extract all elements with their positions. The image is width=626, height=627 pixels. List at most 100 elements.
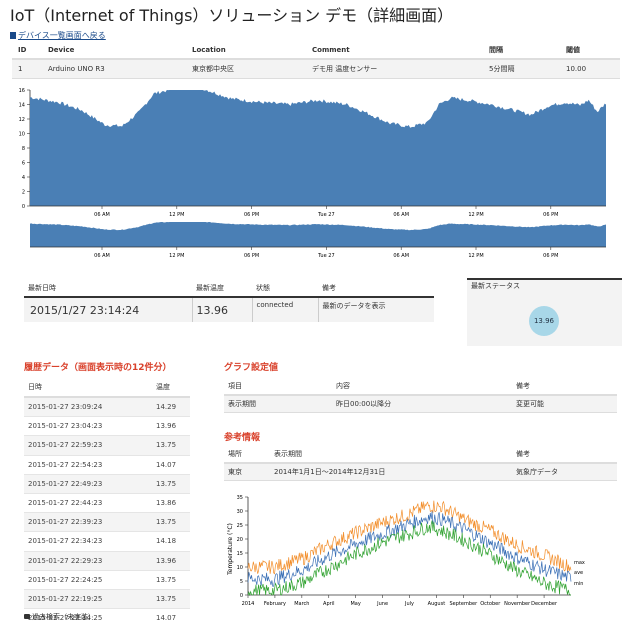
ref-x-tick-label: November xyxy=(504,601,531,607)
history-row: 2015-01-27 22:44:23 13.86 xyxy=(24,492,190,513)
cell: 昨日00:00以降分 xyxy=(332,395,512,413)
ref-header-period: 表示期間 xyxy=(270,446,512,464)
history-row: 2015-01-27 22:24:25 13.75 xyxy=(24,569,190,590)
cell: 1 xyxy=(12,59,42,79)
past-search-label: 過去検索（未実装） xyxy=(32,613,95,621)
history-temp: 13.96 xyxy=(152,416,190,436)
ref-x-tick-label: August xyxy=(428,601,446,607)
x-tick-label: 06 AM xyxy=(393,212,409,218)
ref-y-tick-label: 10 xyxy=(237,565,243,571)
ref-series-line-min xyxy=(247,520,571,597)
ref-header-place: 場所 xyxy=(224,446,270,464)
cell: 変更可能 xyxy=(512,395,617,413)
history-row: 2015-01-27 22:39:23 13.75 xyxy=(24,512,190,532)
binoculars-icon xyxy=(24,614,30,619)
nav-x-tick-label: 06 AM xyxy=(393,253,409,258)
ref-y-label: Temperature (°C) xyxy=(227,523,234,576)
history-temp: 13.75 xyxy=(152,473,190,494)
history-temp: 13.75 xyxy=(152,435,190,456)
history-temp: 14.18 xyxy=(152,531,190,551)
ref-x-tick-label: October xyxy=(480,601,501,607)
past-search-link[interactable]: 過去検索（未実装） xyxy=(24,612,95,622)
x-axis: 06 AM 12 PM 06 PM Tue 27 06 AM 12 PM 06 PM xyxy=(94,206,558,218)
history-temp: 14.29 xyxy=(152,396,190,417)
ref-x-tick-label: December xyxy=(531,601,558,607)
gs-header-content: 内容 xyxy=(332,378,512,396)
y-tick-label: 2 xyxy=(22,190,25,196)
ref-y-tick-label: 25 xyxy=(237,523,243,529)
latest-temperature: 13.96 xyxy=(192,297,253,322)
ref-x-tick-label: May xyxy=(350,601,360,607)
ref-y-axis: 0 5 10 15 20 25 30 35 xyxy=(237,495,248,599)
cell: 表示期間 xyxy=(224,395,332,413)
history-row: 2015-01-27 22:19:25 13.75 xyxy=(24,588,190,609)
x-tick-label: 06 PM xyxy=(543,212,558,218)
table-row: 東京 2014年1月1日～2014年12月31日 気象庁データ xyxy=(224,463,617,481)
history-temp: 13.86 xyxy=(152,492,190,513)
latest-header-note: 備考 xyxy=(322,284,336,292)
nav-x-tick-label: 12 PM xyxy=(468,253,483,258)
y-tick-label: 0 xyxy=(22,204,25,210)
history-datetime: 2015-01-27 22:14:25 xyxy=(24,608,152,627)
ref-series-label: max xyxy=(574,560,585,566)
history-row: 2015-01-27 22:29:23 13.96 xyxy=(24,550,190,571)
reference-title: 参考情報 xyxy=(224,433,261,443)
cell: Arduino UNO R3 xyxy=(42,59,186,79)
history-datetime: 2015-01-27 22:49:23 xyxy=(24,473,152,494)
back-link-label: デバイス一覧画面へ戻る xyxy=(18,31,106,40)
range-navigator-chart[interactable]: 06 AM 12 PM 06 PM Tue 27 06 AM 12 PM 06 PM xyxy=(12,220,612,258)
nav-x-tick-label: 12 PM xyxy=(169,253,184,258)
x-tick-label: 12 PM xyxy=(169,212,184,218)
ref-y-tick-label: 30 xyxy=(237,509,243,515)
history-temp: 14.07 xyxy=(152,608,190,627)
cell: 気象庁データ xyxy=(512,463,617,481)
navigator-area xyxy=(30,222,606,247)
history-datetime: 2015-01-27 22:54:23 xyxy=(24,454,152,475)
y-tick-label: 6 xyxy=(22,161,25,167)
history-datetime: 2015-01-27 22:34:23 xyxy=(24,531,152,551)
x-tick-label: 12 PM xyxy=(468,212,483,218)
ref-x-tick-label: 2014 xyxy=(242,601,255,607)
ref-series-line-max xyxy=(247,500,572,575)
nav-x-tick-label: 06 PM xyxy=(244,253,259,258)
latest-note: 最新のデータを表示 xyxy=(322,302,386,310)
graph-settings-table: 項目 内容 備考 表示期間 昨日00:00以降分 変更可能 xyxy=(224,378,617,413)
latest-header-temp: 最新温度 xyxy=(196,284,224,292)
gs-header-note: 備考 xyxy=(512,378,617,396)
cell: 10.00 xyxy=(560,59,620,79)
ref-x-axis: 2014 February March April May June July August S… xyxy=(242,595,558,607)
ref-y-tick-label: 20 xyxy=(237,537,243,543)
y-tick-label: 8 xyxy=(22,146,25,152)
history-header-datetime: 日時 xyxy=(24,378,152,398)
col-interval: 間隔 xyxy=(483,42,560,60)
ref-x-tick-label: March xyxy=(294,601,309,607)
status-gauge-circle: 13.96 xyxy=(529,306,559,336)
nav-x-tick-label: 06 AM xyxy=(94,253,110,258)
history-temp: 13.75 xyxy=(152,512,190,532)
history-row: 2015-01-27 22:34:23 14.18 xyxy=(24,531,190,551)
reference-temperature-chart: Temperature (°C) 0 5 10 15 20 25 30 35 max ave mi… xyxy=(227,495,585,607)
col-comment: Comment xyxy=(306,42,483,60)
history-row: 2015-01-27 23:04:23 13.96 xyxy=(24,416,190,436)
ref-series-line-ave xyxy=(247,511,572,587)
gs-header-item: 項目 xyxy=(224,378,332,396)
history-datetime: 2015-01-27 23:09:24 xyxy=(24,396,152,417)
table-row: 1 Arduino UNO R3 東京都中央区 デモ用 温度センサー 5分間隔 … xyxy=(12,59,620,79)
back-to-device-list-link[interactable]: デバイス一覧画面へ戻る xyxy=(10,30,106,41)
latest-datetime: 2015/1/27 23:14:24 xyxy=(24,297,193,322)
cell: 東京 xyxy=(224,463,270,481)
navigator-x-axis: 06 AM 12 PM 06 PM Tue 27 06 AM 12 PM 06 PM xyxy=(94,247,558,258)
graph-settings-title: グラフ設定値 xyxy=(224,363,279,373)
history-datetime: 2015-01-27 22:24:25 xyxy=(24,569,152,590)
table-row: 表示期間 昨日00:00以降分 変更可能 xyxy=(224,395,617,413)
ref-series-label: min xyxy=(574,581,583,587)
status-title: 最新ステータス xyxy=(471,282,520,290)
y-tick-label: 10 xyxy=(19,132,25,138)
history-row: 2015-01-27 22:59:23 13.75 xyxy=(24,435,190,456)
ref-series-label: ave xyxy=(574,570,583,576)
history-temp: 13.75 xyxy=(152,588,190,609)
cell: デモ用 温度センサー xyxy=(306,59,483,79)
history-table: 日時 温度 2015-01-27 23:09:24 14.29 2015-01-27… xyxy=(24,378,190,627)
history-row: 2015-01-27 22:54:23 14.07 xyxy=(24,454,190,475)
